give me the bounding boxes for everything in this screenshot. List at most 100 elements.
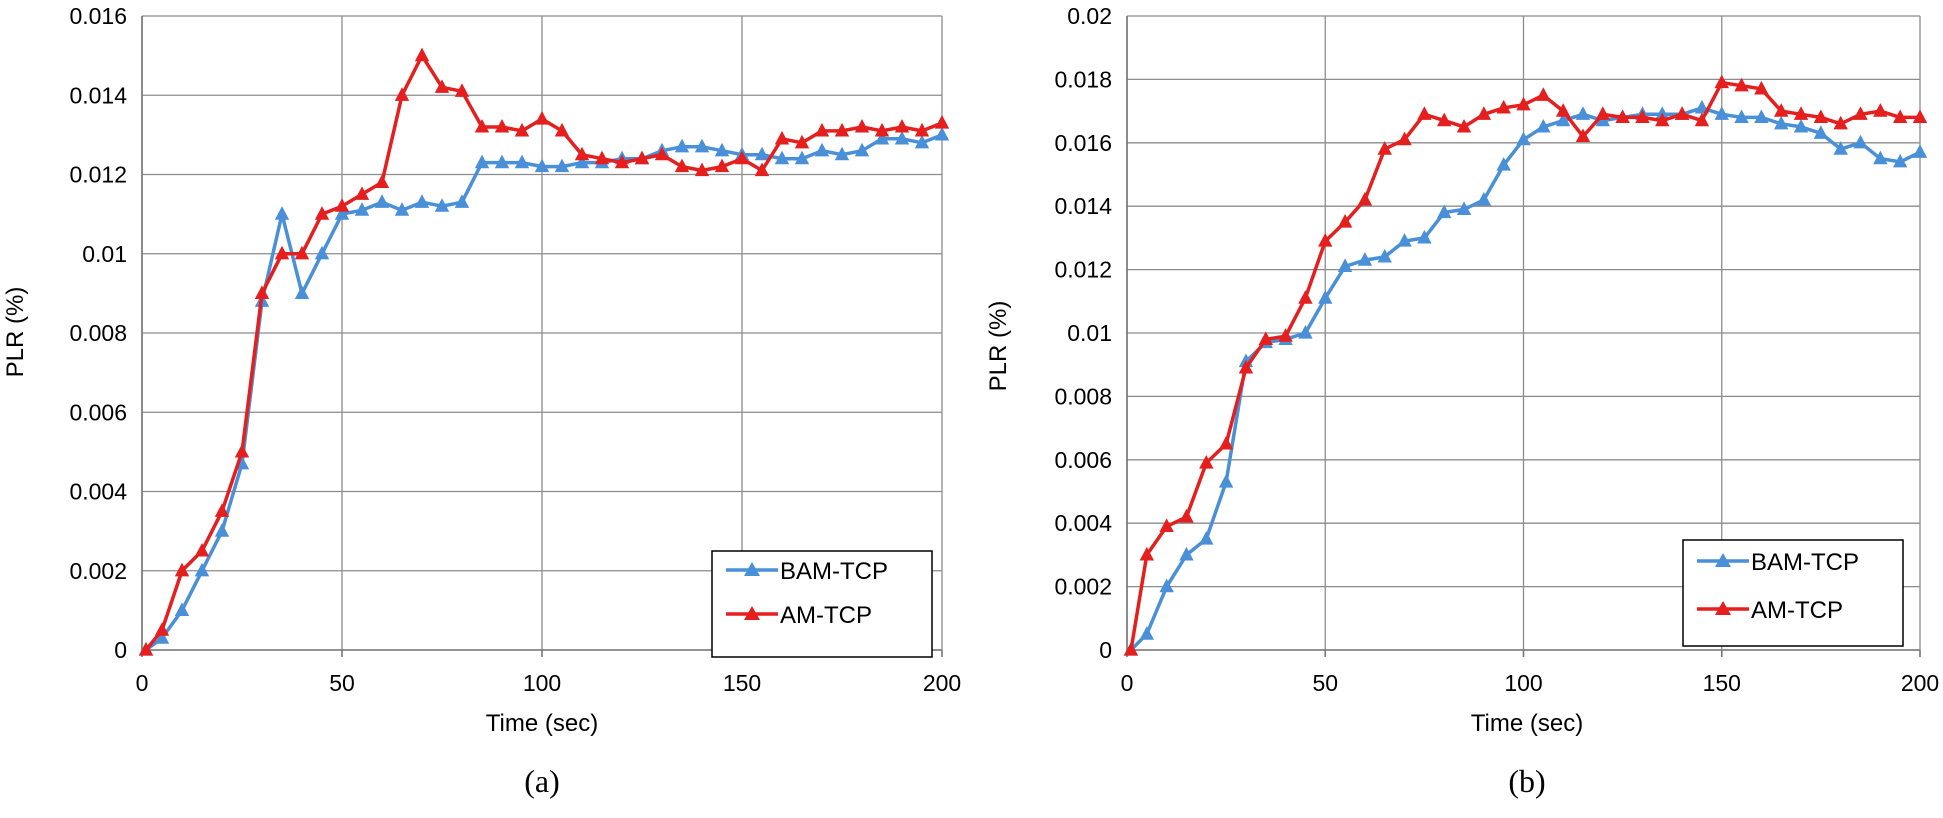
series-am-tcp [138,47,950,656]
data-point [1575,128,1591,143]
data-point [534,158,550,173]
y-tick-label: 0.016 [69,3,127,29]
y-axis-title: PLR (%) [985,301,1012,392]
x-tick-label: 200 [1901,670,1939,696]
legend-swatch-marker [744,562,760,576]
y-tick-labels: 0 0.002 0.004 0.006 0.008 0.01 0.012 0.014 0.016 [69,3,127,663]
data-point [154,630,170,644]
data-point [1318,233,1333,247]
data-point [434,79,450,93]
data-point [394,87,410,101]
data-point [1734,77,1749,92]
data-point [154,622,170,636]
data-point [1635,109,1650,124]
panel-caption: (b) [1508,763,1545,799]
data-point [654,146,670,161]
data-point [1516,96,1531,111]
data-point [834,146,850,161]
y-tick-labels: 0 0.002 0.004 0.006 0.008 0.01 0.012 0.014 0.016… [1054,3,1112,663]
data-point [1199,454,1214,469]
data-point [1892,109,1908,124]
data-point [1912,109,1928,124]
data-point [334,198,350,212]
data-point [1139,626,1155,640]
x-tick-label: 50 [329,670,355,696]
y-tick-label: 0.006 [1054,447,1112,473]
data-point [1397,233,1412,247]
y-tick-label: 0.012 [69,162,127,188]
data-point [1575,106,1591,120]
data-point [1417,229,1432,244]
data-point [794,150,810,165]
data-point [874,122,890,137]
data-point [754,162,770,177]
data-point [354,202,370,216]
x-tick-labels: 0 50 100 150 200 [136,670,962,696]
data-point [674,138,690,153]
x-tick-label: 150 [723,670,761,696]
y-tick-label: 0.014 [69,82,127,108]
y-tick-label: 0.01 [1067,320,1112,346]
data-point [1813,109,1829,124]
data-point [554,158,570,173]
data-point [454,194,470,208]
y-tick-label: 0.002 [69,558,127,584]
data-point [1179,508,1194,523]
data-point [1123,642,1139,656]
data-point [1833,115,1848,130]
data-point [1139,546,1155,561]
data-point [534,111,550,125]
data-point [594,150,610,165]
data-point [1714,106,1729,120]
data-point [574,146,590,161]
legend-label: BAM-TCP [780,558,888,585]
data-point [1714,74,1729,89]
data-point [1912,144,1928,158]
data-point [214,523,230,537]
data-point [1853,134,1868,149]
data-point [1437,204,1452,219]
data-point [374,174,390,189]
y-tick-label: 0.004 [1054,510,1112,536]
legend-swatch-marker [744,606,760,620]
data-point [894,118,910,133]
x-tick-label: 100 [1504,670,1542,696]
y-tick-label: 0.016 [1054,130,1112,156]
data-point [1298,325,1313,339]
y-tick-label: 0.01 [82,241,127,267]
data-point [1674,106,1690,120]
data-point [494,154,510,169]
data-point [1774,103,1789,117]
data-point [274,206,290,220]
legend-swatch-marker [1715,601,1731,615]
x-tick-label: 200 [923,670,961,696]
data-point [674,158,690,173]
data-point [1833,141,1848,155]
data-point [794,134,810,149]
data-point [314,206,330,220]
data-point [1536,87,1551,101]
data-point [1337,214,1353,228]
y-tick-label: 0.02 [1067,3,1112,29]
data-point [814,142,830,157]
data-point [1516,131,1531,146]
data-point [314,245,330,260]
data-point [1793,118,1809,133]
data-point [474,154,490,169]
data-point [914,122,930,137]
y-tick-label: 0.006 [69,399,127,425]
data-point [1813,125,1829,139]
x-tick-label: 150 [1703,670,1741,696]
data-point [814,122,830,137]
data-point [1318,290,1333,304]
data-point [394,202,410,216]
panel-caption: (a) [524,763,560,799]
y-tick-label: 0.004 [69,479,127,505]
data-point [694,138,710,153]
data-point [1892,153,1908,168]
y-tick-label: 0.002 [1054,574,1112,600]
data-point [1536,118,1551,133]
x-tick-label: 50 [1312,670,1338,696]
data-point [894,130,910,145]
